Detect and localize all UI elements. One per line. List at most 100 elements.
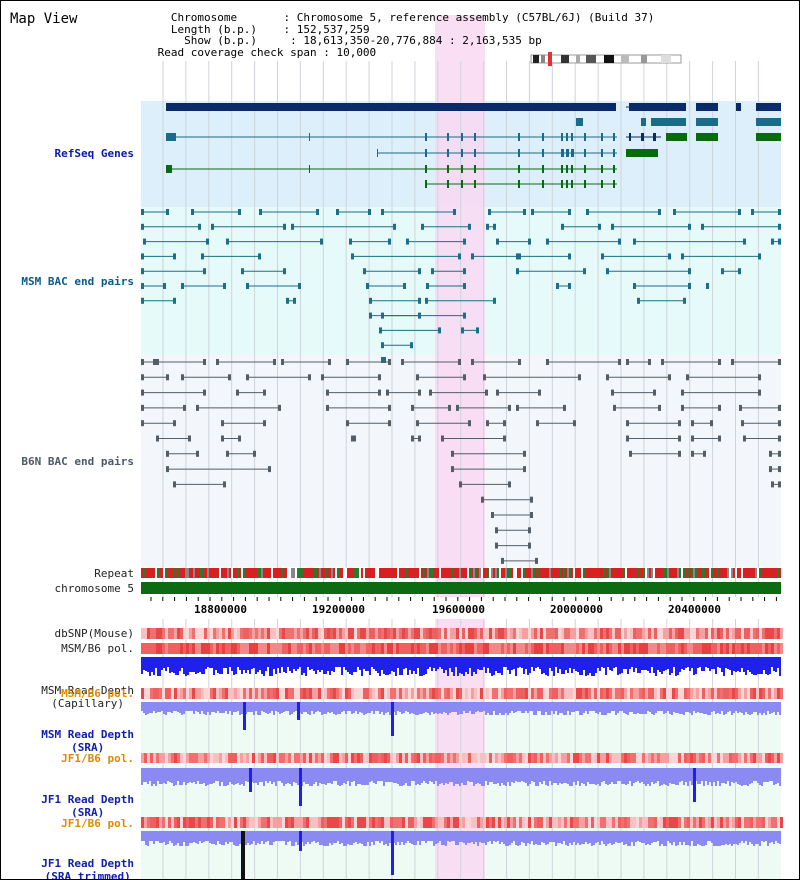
msm-cap-depth-bar xyxy=(387,657,389,675)
msm-sra-depth-bar xyxy=(157,702,159,712)
jf1-sra-depth-bar xyxy=(181,768,183,785)
chromosome-ideogram xyxy=(530,52,682,66)
msm-sra-depth-bar xyxy=(763,702,765,713)
jf1-trim-depth-bar xyxy=(527,831,529,843)
msm-cap-depth-bar xyxy=(419,657,421,676)
b6n-bac-pair-end xyxy=(508,481,511,488)
repeat-cell xyxy=(513,568,515,578)
msm-pol-cell xyxy=(144,643,147,654)
track-label-msm-bac[interactable]: MSM BAC end pairs xyxy=(21,275,134,288)
msm-pol-cell-2 xyxy=(243,688,246,699)
msm-cap-depth-bar xyxy=(533,657,535,671)
msm-bac-pair-end xyxy=(141,297,144,304)
jf1-sra-depth-bar xyxy=(371,768,373,781)
jf1-trim-depth-bar xyxy=(371,831,373,842)
jf1-trim-depth-bar xyxy=(529,831,531,844)
repeat-cell xyxy=(163,568,165,578)
msm-cap-depth-bar xyxy=(609,657,611,670)
dbsnp-cell xyxy=(735,628,738,639)
jf1-pol-cell xyxy=(759,753,762,763)
dbsnp-cell xyxy=(420,628,423,639)
msm-cap-depth-bar xyxy=(659,657,661,672)
dbsnp-cell xyxy=(336,628,339,639)
msm-cap-depth-bar xyxy=(579,657,581,675)
jf1-pol-cell xyxy=(564,753,567,763)
msm-cap-depth-bar xyxy=(475,657,477,674)
repeat-cell xyxy=(365,568,367,578)
jf1-trim-depth-bar-spike xyxy=(299,831,302,851)
jf1-trim-depth-bar xyxy=(599,831,601,845)
msm-bac-pair-end xyxy=(453,209,456,215)
repeat-cell xyxy=(577,568,579,578)
jf1-pol-cell-2 xyxy=(603,817,606,828)
b6n-bac-pair-end xyxy=(626,435,629,442)
jf1-trim-depth-bar xyxy=(399,831,401,845)
msm-sra-depth-bar xyxy=(667,702,669,711)
msm-sra-depth-bar xyxy=(237,702,239,711)
msm-sra-depth-bar xyxy=(197,702,199,712)
dbsnp-cell xyxy=(534,628,537,639)
track-label-b6n-bac[interactable]: B6N BAC end pairs xyxy=(21,455,134,468)
jf1-trim-depth-bar xyxy=(501,831,503,842)
jf1-sra-depth-bar xyxy=(221,768,223,782)
msm-bac-pair-end xyxy=(618,238,621,245)
repeat-cell xyxy=(383,568,385,578)
jf1-pol-cell xyxy=(450,753,453,763)
b6n-bac-pair-end xyxy=(401,359,404,365)
jf1-sra-depth-bar xyxy=(567,768,569,784)
repeat-cell xyxy=(399,568,401,578)
msm-sra-depth-bar xyxy=(697,702,699,712)
dbsnp-cell xyxy=(627,628,630,639)
jf1-sra-depth-bar xyxy=(165,768,167,784)
jf1-trim-depth-bar xyxy=(479,831,481,842)
jf1-trim-depth-bar xyxy=(639,831,641,842)
jf1-pol-cell-2 xyxy=(258,817,261,828)
jf1-pol-cell-2 xyxy=(441,817,444,828)
msm-cap-depth-bar xyxy=(165,657,167,671)
repeat-cell xyxy=(621,568,623,578)
dbsnp-cell xyxy=(270,628,273,639)
dbsnp-cell xyxy=(687,628,690,639)
jf1-trim-depth-bar xyxy=(593,831,595,845)
track-label-refseq[interactable]: RefSeq Genes xyxy=(54,147,134,160)
jf1-pol-cell-2 xyxy=(549,817,552,828)
msm-pol-cell-2 xyxy=(384,688,387,699)
msm-cap-depth-bar xyxy=(633,657,635,672)
msm-pol-cell xyxy=(321,643,324,654)
jf1-trim-depth-bar xyxy=(377,831,379,841)
jf1-trim-depth-bar xyxy=(255,831,257,845)
jf1-trim-depth-bar xyxy=(545,831,547,845)
msm-cap-depth-bar xyxy=(445,657,447,670)
jf1-pol-cell-2 xyxy=(591,817,594,828)
msm-pol-cell xyxy=(384,643,387,654)
b6n-bac-pair-end xyxy=(451,450,454,457)
jf1-sra-depth-bar xyxy=(217,768,219,781)
msm-pol-cell xyxy=(597,643,600,654)
msm-pol-cell-2 xyxy=(324,688,327,699)
repeat-cell xyxy=(609,568,611,578)
gene-exon xyxy=(696,133,718,141)
repeat-cell xyxy=(491,568,493,578)
msm-pol-cell-2 xyxy=(543,688,546,699)
msm-cap-depth-bar xyxy=(481,657,483,670)
msm-pol-cell xyxy=(714,643,717,654)
jf1-sra-depth-bar xyxy=(341,768,343,785)
jf1-sra-depth-bar xyxy=(621,768,623,784)
dbsnp-cell xyxy=(330,628,333,639)
jf1-sra-depth-bar xyxy=(175,768,177,785)
msm-sra-depth-bar xyxy=(703,702,705,714)
repeat-cell xyxy=(149,568,151,578)
gene-exon xyxy=(601,165,603,173)
jf1-trim-depth-bar xyxy=(743,831,745,843)
jf1-trim-depth-bar xyxy=(609,831,611,843)
jf1-pol-cell xyxy=(216,753,219,763)
msm-bac-pair-end xyxy=(286,297,289,304)
b6n-bac-glyphs xyxy=(141,359,781,564)
jf1-sra-depth-bar xyxy=(511,768,513,782)
msm-sra-depth-bar xyxy=(373,702,375,714)
dbsnp-cell xyxy=(411,628,414,639)
dbsnp-cell xyxy=(516,628,519,639)
jf1-pol-cell-2 xyxy=(153,817,156,828)
jf1-sra-depth-bar xyxy=(501,768,503,783)
